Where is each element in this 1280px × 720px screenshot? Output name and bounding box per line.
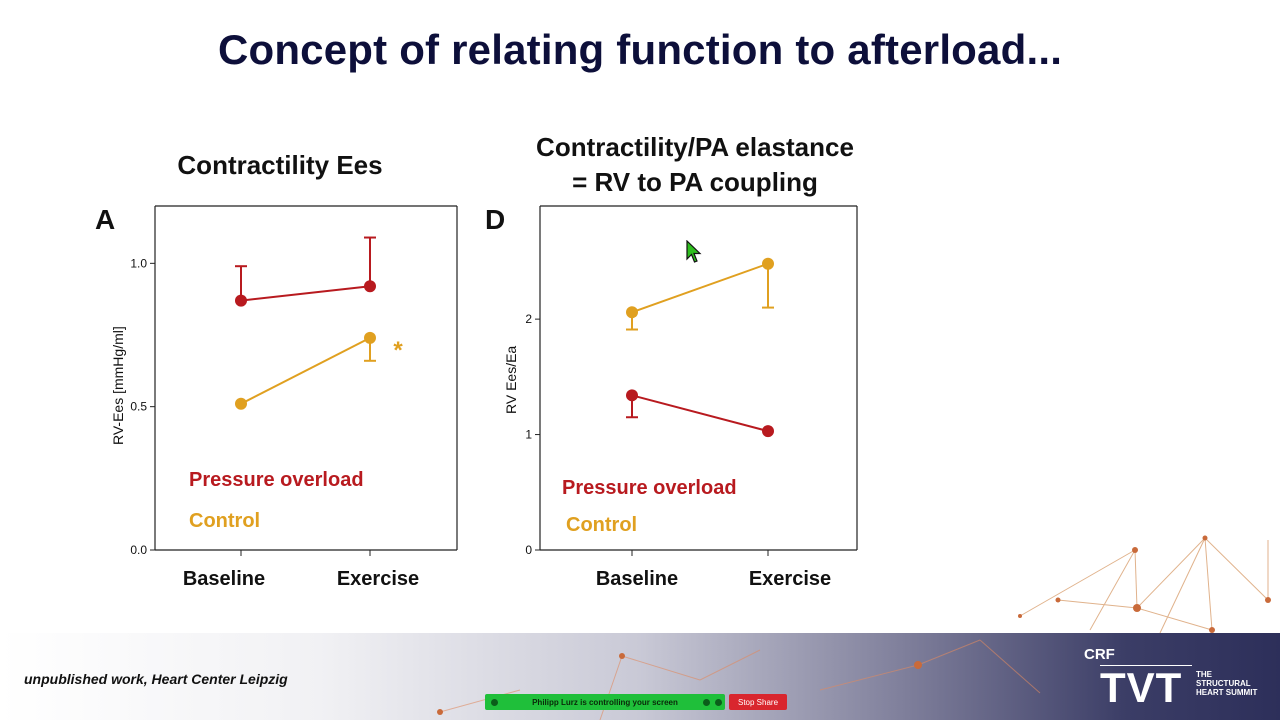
panel-letter-d: D xyxy=(485,204,506,235)
chart-a-series-line-1 xyxy=(240,336,371,405)
chart-d-legend-pressure-overload: Pressure overload xyxy=(562,477,737,499)
chart-a-ytick-label: 0.0 xyxy=(130,543,147,557)
chart-d-data-point xyxy=(762,257,774,270)
chart-a-series-line-0 xyxy=(240,285,371,302)
chart-a-ytick-label: 0.5 xyxy=(130,400,147,414)
share-options-icon[interactable] xyxy=(715,698,722,706)
tvt-logo-subtitle: THE STRUCTURAL HEART SUMMIT xyxy=(1196,670,1258,697)
logo-divider xyxy=(1100,665,1192,666)
chart-a-title: Contractility Ees xyxy=(177,150,383,180)
chart-d-series-line-0 xyxy=(631,262,769,314)
chart-a-legend-pressure-overload: Pressure overload xyxy=(189,469,364,491)
stop-share-button[interactable]: Stop Share xyxy=(729,694,787,710)
tvt-logo: TVT xyxy=(1100,664,1183,711)
footnote: unpublished work, Heart Center Leipzig xyxy=(24,671,288,687)
chart-d-series-line-1 xyxy=(631,394,769,433)
crf-logo: CRF xyxy=(1084,646,1115,663)
share-status-text: Philipp Lurz is controlling your screen xyxy=(532,697,678,707)
chart-a-xtick-exercise: Exercise xyxy=(336,568,420,590)
chart-d-title: Contractility/PA elastance = RV to PA co… xyxy=(536,132,854,197)
chart-a-data-point xyxy=(364,331,376,344)
chart-a-data-point xyxy=(235,397,247,410)
chart-d-ytick-label: 2 xyxy=(525,312,532,326)
footer-network-decoration xyxy=(437,639,1041,720)
chart-d-data-point xyxy=(762,425,774,438)
chart-a-significance-annotation: * xyxy=(393,337,403,364)
shield-icon xyxy=(703,698,710,706)
mouse-cursor-icon xyxy=(686,240,702,263)
chart-d-ytick-label: 1 xyxy=(525,428,532,442)
chart-d-xtick-baseline: Baseline xyxy=(595,568,679,590)
chart-d-data-point xyxy=(626,389,638,402)
chart-a-legend-control: Control xyxy=(189,510,261,532)
panel-letter-a: A xyxy=(95,204,116,235)
chart-a-ytick-label: 1.0 xyxy=(130,256,147,270)
share-status-icon xyxy=(491,698,498,706)
chart-a-xtick-baseline: Baseline xyxy=(182,568,266,590)
chart-a-data-point xyxy=(364,280,376,293)
screen-share-status-bar[interactable]: Philipp Lurz is controlling your screen xyxy=(485,694,725,710)
slide-title: Concept of relating function to afterloa… xyxy=(217,26,1063,73)
chart-d-legend-control: Control xyxy=(566,514,638,536)
chart-a-data-point xyxy=(235,294,247,307)
chart-d-data-point xyxy=(626,306,638,319)
chart-d-xtick-exercise: Exercise xyxy=(748,568,832,590)
chart-d-ytick-label: 0 xyxy=(525,543,532,557)
